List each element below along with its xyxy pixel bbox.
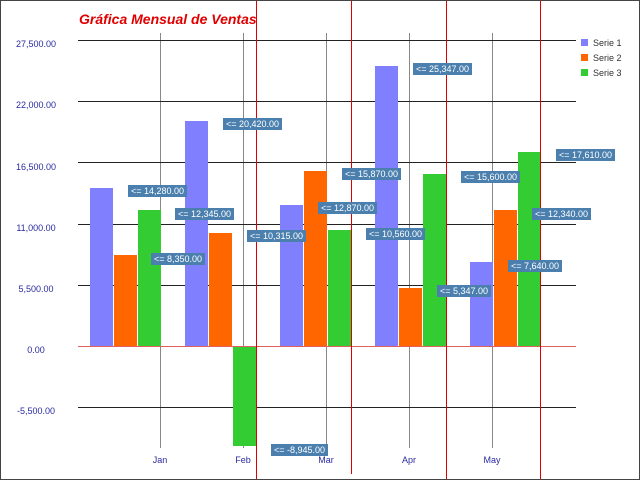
legend-swatch-icon (581, 69, 588, 76)
value-label: <= 8,350.00 (151, 253, 206, 265)
value-label: <= 25,347.00 (413, 63, 473, 75)
legend-item-serie2[interactable]: Serie 2 (581, 50, 622, 65)
y-gridline (78, 407, 576, 408)
legend-label: Serie 2 (593, 52, 622, 63)
month-separator-line (540, 1, 541, 479)
legend-label: Serie 1 (593, 37, 622, 48)
y-gridline (78, 162, 576, 163)
value-label: <= 15,870.00 (342, 168, 402, 180)
x-gridline (243, 33, 244, 448)
month-separator-line (351, 1, 352, 474)
bar-feb-serie3[interactable] (233, 346, 256, 446)
bar-may-serie1[interactable] (470, 262, 493, 346)
value-label: <= -8,945.00 (271, 444, 329, 456)
legend-item-serie1[interactable]: Serie 1 (581, 35, 622, 50)
legend-label: Serie 3 (593, 67, 622, 78)
month-separator-line (446, 1, 447, 479)
y-tick-label: 27,500.00 (15, 39, 57, 49)
bar-mar-serie2[interactable] (304, 171, 327, 346)
y-gridline (78, 285, 576, 286)
y-tick-label: 16,500.00 (15, 162, 57, 172)
value-label: <= 20,420.00 (223, 118, 283, 130)
bar-may-serie2[interactable] (494, 210, 517, 346)
x-tick-label: May (483, 455, 501, 465)
bar-jan-serie3[interactable] (138, 210, 161, 346)
bar-apr-serie1[interactable] (375, 66, 398, 346)
bar-apr-serie2[interactable] (399, 288, 422, 346)
x-tick-label: Apr (401, 455, 417, 465)
value-label: <= 7,640.00 (508, 260, 563, 272)
x-gridline (492, 33, 493, 448)
bar-jan-serie2[interactable] (114, 255, 137, 346)
value-label: <= 12,340.00 (532, 208, 592, 220)
y-tick-label: 11,000.00 (16, 223, 56, 233)
zero-line (78, 346, 576, 347)
bar-feb-serie2[interactable] (209, 233, 232, 346)
value-label: <= 12,345.00 (175, 208, 235, 220)
y-gridline (78, 101, 576, 102)
value-label: <= 10,560.00 (366, 228, 426, 240)
y-gridline (78, 40, 576, 41)
x-tick-label: Mar (318, 455, 334, 465)
y-tick-label: 22,000.00 (15, 100, 57, 110)
y-gridline (78, 224, 576, 225)
y-tick-label: -5,500.00 (16, 406, 56, 416)
bar-feb-serie1[interactable] (185, 121, 208, 346)
bar-apr-serie3[interactable] (423, 174, 446, 346)
value-label: <= 10,315.00 (247, 230, 307, 242)
legend-swatch-icon (581, 39, 588, 46)
y-tick-label: 5,500.00 (18, 284, 54, 294)
value-label: <= 14,280.00 (128, 185, 188, 197)
value-label: <= 12,870.00 (318, 202, 378, 214)
value-label: <= 15,600.00 (461, 171, 521, 183)
value-label: <= 5,347.00 (437, 285, 492, 297)
legend-item-serie3[interactable]: Serie 3 (581, 65, 622, 80)
bar-mar-serie3[interactable] (328, 230, 351, 346)
y-tick-label: 0.00 (27, 345, 45, 355)
bar-may-serie3[interactable] (518, 152, 540, 346)
x-gridline (409, 33, 410, 448)
value-label: <= 17,610.00 (556, 149, 616, 161)
x-tick-label: Jan (152, 455, 168, 465)
chart-title: Gráfica Mensual de Ventas (79, 11, 257, 27)
x-tick-label: Feb (235, 455, 251, 465)
bar-mar-serie1[interactable] (280, 205, 303, 346)
legend-swatch-icon (581, 54, 588, 61)
bar-jan-serie1[interactable] (90, 188, 113, 346)
legend: Serie 1 Serie 2 Serie 3 (581, 35, 622, 80)
